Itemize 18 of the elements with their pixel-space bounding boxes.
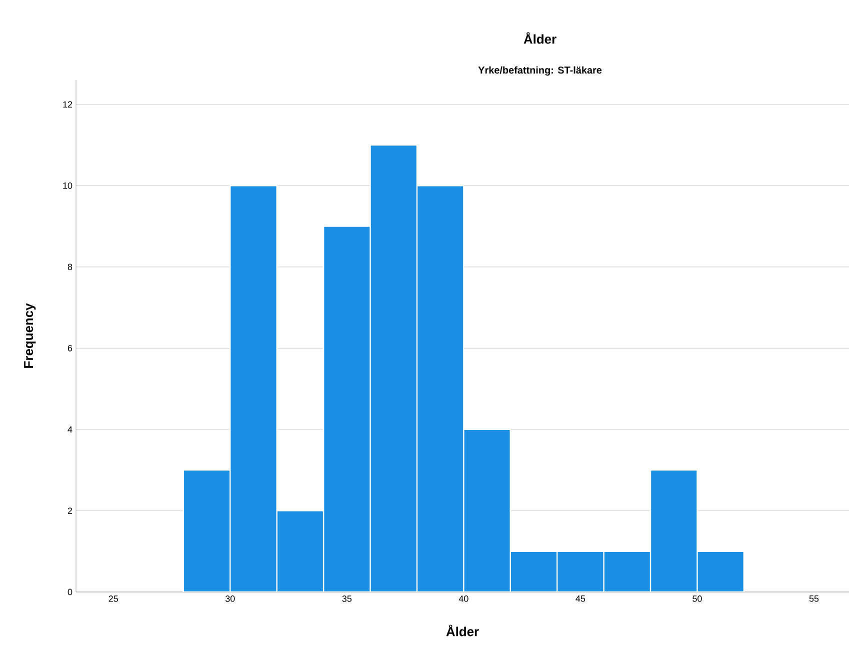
x-tick-label: 50 bbox=[692, 596, 702, 602]
x-tick-label: 55 bbox=[809, 596, 819, 602]
y-tick-label: 10 bbox=[63, 182, 72, 189]
y-tick-label: 6 bbox=[68, 344, 72, 352]
y-tick-label: 4 bbox=[68, 426, 72, 433]
x-tick-label: 30 bbox=[226, 596, 235, 602]
x-tick-label: 40 bbox=[458, 596, 468, 602]
chart-title: Ålder bbox=[524, 32, 556, 44]
y-axis-title: Frequency bbox=[24, 303, 36, 368]
y-tick-label: 8 bbox=[68, 264, 72, 270]
chart-subtitle: Yrke/befattning: ST-läkare bbox=[478, 66, 602, 76]
x-tick-label: 25 bbox=[108, 596, 118, 602]
x-axis-title: Ålder bbox=[446, 624, 479, 636]
x-tick-label: 35 bbox=[342, 596, 352, 602]
y-tick-label: 2 bbox=[68, 508, 72, 514]
y-tick-label: 12 bbox=[63, 101, 72, 108]
x-tick-label: 45 bbox=[576, 596, 586, 602]
y-tick-label: 0 bbox=[68, 588, 72, 596]
